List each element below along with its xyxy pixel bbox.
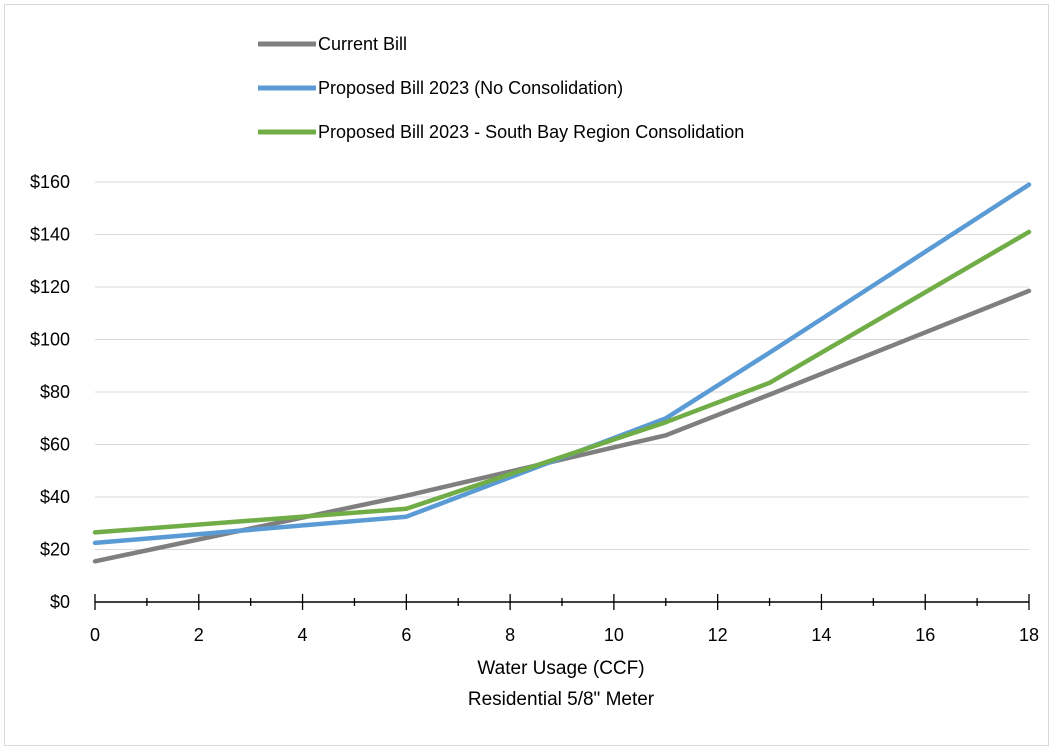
series-line-2 [92,182,1032,546]
chart-frame [4,4,1049,746]
series-line-3 [92,229,1032,535]
x-axis-title: Water Usage (CCF) [477,658,644,679]
x-tick-label: 2 [194,625,204,645]
x-axis-subtitle: Residential 5/8" Meter [468,689,655,710]
y-tick-label: $20 [40,540,70,560]
axes: $0 $20 $40 $60 $80 $100 $120 $140 $160 0 2 4 6 8 10 12 1… [30,172,1039,645]
x-tick-label: 4 [298,625,308,645]
series-lines [92,182,1032,564]
x-tick-label: 10 [604,625,624,645]
x-tick-label: 16 [915,625,935,645]
gridlines [95,181,1029,550]
x-tick-label: 0 [90,625,100,645]
x-tick-label: 12 [708,625,728,645]
y-tick-label: $100 [30,330,70,350]
y-tick-label: $60 [40,435,70,455]
legend-label: Proposed Bill 2023 - South Bay Region Co… [318,122,744,142]
y-tick-label: $120 [30,277,70,297]
y-tick-label: $40 [40,487,70,507]
legend-label: Proposed Bill 2023 (No Consolidation) [318,78,623,98]
y-tick-label: $80 [40,382,70,402]
y-tick-label: $140 [30,225,70,245]
x-tick-label: 8 [505,625,515,645]
legend: Current Bill Proposed Bill 2023 (No Conso… [258,34,744,142]
legend-label: Current Bill [318,34,407,54]
y-tick-label: $0 [50,592,70,612]
x-tick-label: 14 [811,625,831,645]
y-tick-label: $160 [30,172,70,192]
x-tick-label: 6 [401,625,411,645]
x-tick-label: 18 [1019,625,1039,645]
